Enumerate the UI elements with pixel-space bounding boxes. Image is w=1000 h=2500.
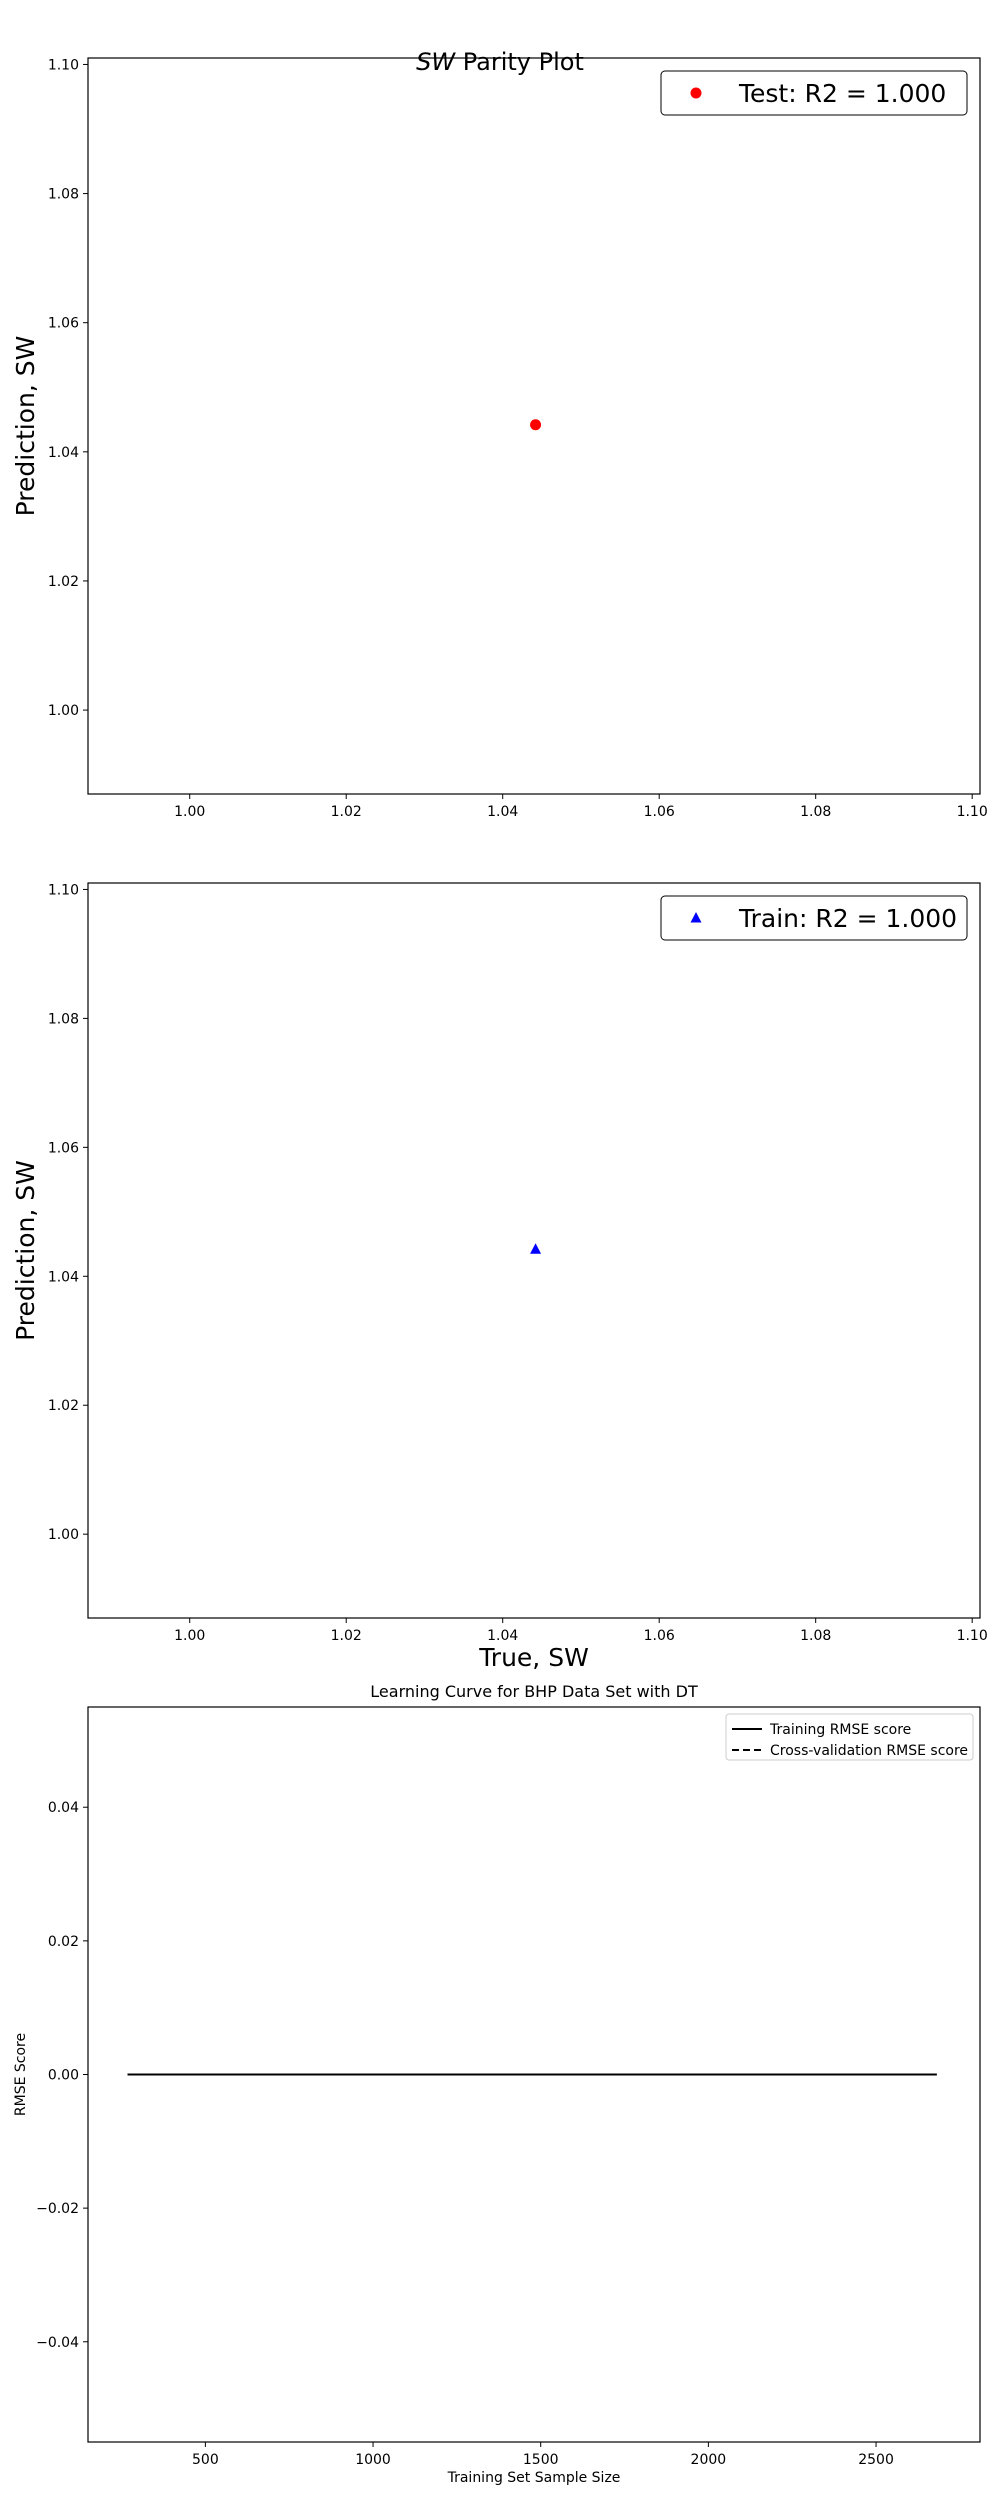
plot-area-frame — [87, 882, 981, 1619]
x-tick-label: 1.06 — [644, 1628, 675, 1644]
y-tick-label: 0.02 — [48, 1934, 79, 1950]
legend-marker — [690, 87, 702, 99]
figure-suptitle: SW Parity Plot — [416, 48, 584, 76]
x-axis-label: Training Set Sample Size — [447, 2470, 621, 2486]
y-tick-label: 0.00 — [48, 2068, 79, 2084]
legend-box — [660, 895, 968, 941]
y-tick-label: −0.02 — [36, 2201, 79, 2217]
x-tick-label: 1.04 — [487, 1628, 518, 1644]
suptitle-italic: SW — [416, 48, 456, 76]
y-tick-label: 1.06 — [48, 1140, 79, 1156]
y-tick-label: 1.00 — [48, 703, 79, 719]
legend-label: Train: R2 = 1.000 — [738, 904, 957, 933]
x-tick-label: 1.02 — [331, 804, 362, 820]
x-tick-label: 1500 — [523, 2452, 559, 2468]
data-point — [530, 419, 542, 431]
x-tick-label: 1.00 — [174, 1628, 205, 1644]
x-axis-label: True, SW — [478, 1643, 589, 1672]
x-tick-label: 500 — [192, 2452, 219, 2468]
y-axis-label: Prediction, SW — [11, 1160, 40, 1341]
y-axis-label: Prediction, SW — [11, 336, 40, 517]
y-tick-label: −0.04 — [36, 2335, 79, 2351]
y-tick-label: 1.02 — [48, 1398, 79, 1414]
y-tick-label: 0.04 — [48, 1800, 79, 1816]
legend-box — [725, 1713, 974, 1761]
learning-curve-plot: 500 1000 1500 2000 2500 −0.04 −0.02 0.00 0.02 0.0… — [13, 1682, 981, 2486]
x-tick-label: 1.08 — [800, 804, 831, 820]
y-tick-label: 1.08 — [48, 1011, 79, 1027]
y-tick-label: 1.04 — [48, 1269, 79, 1285]
x-tick-label: 1.00 — [174, 804, 205, 820]
x-tick-label: 1.08 — [800, 1628, 831, 1644]
chart-title: Learning Curve for BHP Data Set with DT — [370, 1682, 698, 1701]
legend-label: Training RMSE score — [769, 1722, 911, 1738]
data-point — [530, 1243, 542, 1254]
x-tick-label: 1.10 — [957, 804, 988, 820]
x-tick-label: 1.04 — [487, 804, 518, 820]
x-tick-label: 1.02 — [331, 1628, 362, 1644]
y-axis-label: RMSE Score — [13, 2033, 29, 2116]
test-parity-plot: 1.00 1.02 1.04 1.06 1.08 1.10 1.00 1.02 1.04 1.06… — [11, 57, 988, 820]
legend-label: Test: R2 = 1.000 — [738, 79, 946, 108]
x-tick-label: 1000 — [355, 2452, 391, 2468]
y-tick-label: 1.08 — [48, 187, 79, 203]
legend-box — [660, 70, 968, 116]
y-tick-label: 1.02 — [48, 574, 79, 590]
legend-marker — [690, 912, 702, 923]
legend-label: Cross-validation RMSE score — [770, 1743, 968, 1759]
train-parity-plot: 1.00 1.02 1.04 1.06 1.08 1.10 1.00 1.02 1.04 1.06… — [11, 882, 988, 1672]
suptitle-rest: Parity Plot — [455, 48, 584, 76]
y-tick-label: 1.06 — [48, 316, 79, 332]
y-tick-label: 1.10 — [48, 882, 79, 898]
x-tick-label: 1.06 — [644, 804, 675, 820]
y-tick-label: 1.00 — [48, 1527, 79, 1543]
x-tick-label: 1.10 — [957, 1628, 988, 1644]
x-tick-label: 2000 — [691, 2452, 727, 2468]
y-tick-label: 1.04 — [48, 445, 79, 461]
plot-area-frame — [87, 57, 981, 795]
x-tick-label: 2500 — [858, 2452, 894, 2468]
y-tick-label: 1.10 — [48, 57, 79, 73]
